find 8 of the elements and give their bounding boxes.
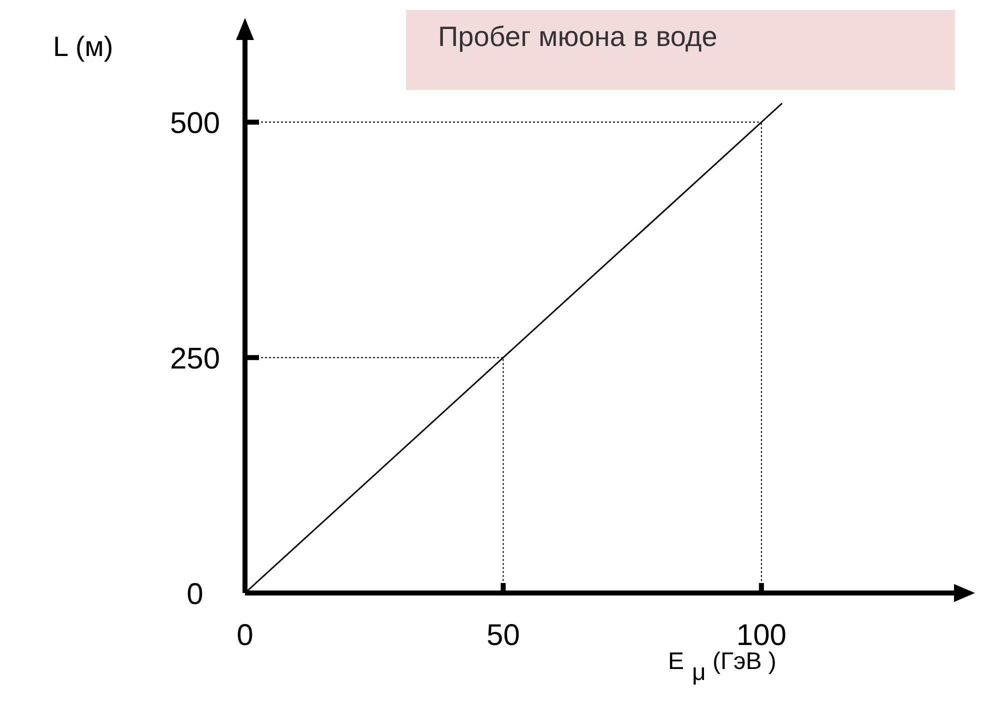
y-tick-label: 0 [186, 578, 204, 611]
chart-title: Пробег мюона в воде [438, 21, 718, 52]
x-tick-label: 0 [236, 619, 254, 652]
y-axis-title: L (м) [53, 31, 114, 62]
x-tick-label: 100 [736, 619, 786, 652]
x-tick-label: 50 [486, 619, 520, 652]
y-tick-label: 500 [170, 107, 220, 140]
y-tick-label: 250 [170, 342, 220, 376]
